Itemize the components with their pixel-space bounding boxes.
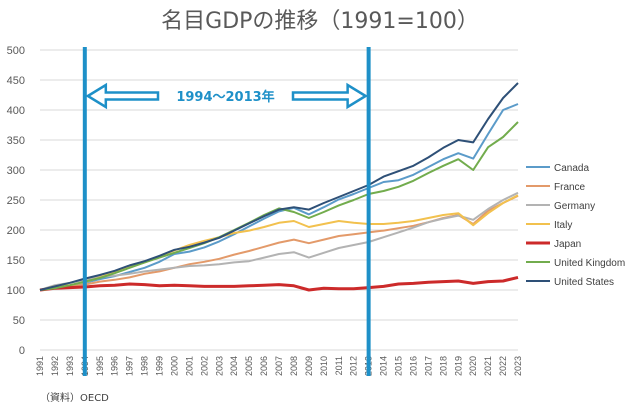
y-tick-label: 300	[7, 165, 25, 177]
x-axis-ticks: 1991199219931994199519961997199819992000…	[35, 356, 523, 376]
source-note: （資料）OECD	[40, 391, 109, 404]
legend-label: Italy	[554, 220, 572, 231]
y-tick-label: 450	[7, 75, 25, 87]
right-arrow	[291, 82, 369, 110]
left-arrow	[85, 82, 160, 110]
legend-label: Japan	[554, 239, 581, 250]
x-tick-label: 2000	[169, 356, 179, 376]
x-tick-label: 2021	[483, 356, 493, 376]
x-tick-label: 2019	[453, 356, 463, 376]
x-tick-label: 2003	[214, 356, 224, 376]
x-tick-label: 2007	[274, 356, 284, 376]
x-tick-label: 2006	[259, 356, 269, 376]
y-tick-label: 50	[13, 315, 25, 327]
series-line-united-states	[39, 82, 519, 291]
series-line-japan	[39, 275, 519, 292]
x-tick-label: 1992	[50, 356, 60, 376]
y-tick-label: 350	[7, 135, 25, 147]
x-tick-label: 2015	[394, 356, 404, 376]
chart-title: 名目GDPの推移（1991=100）	[161, 9, 479, 34]
y-tick-label: 400	[7, 105, 25, 117]
y-axis-ticks: 0 50 100 150 200 250 300 350 400 450 500	[7, 45, 25, 357]
x-tick-label: 2002	[199, 356, 209, 376]
x-tick-label: 1998	[140, 356, 150, 376]
period-markers: 1994～2013年	[82, 47, 371, 376]
legend-label: United Kingdom	[554, 258, 625, 269]
x-tick-label: 2005	[244, 356, 254, 376]
y-tick-label: 500	[7, 45, 25, 57]
legend: Canada France Germany Italy Japan United King…	[526, 163, 625, 288]
series-line-canada	[39, 103, 519, 291]
legend-label: Canada	[554, 163, 589, 174]
x-tick-label: 2012	[349, 356, 359, 376]
x-tick-label: 2001	[184, 356, 194, 376]
gridlines	[40, 49, 518, 351]
legend-label: United States	[554, 277, 614, 288]
y-tick-label: 250	[7, 195, 25, 207]
x-tick-label: 2016	[408, 356, 418, 376]
x-tick-label: 2010	[319, 356, 329, 376]
y-tick-label: 200	[7, 225, 25, 237]
x-tick-label: 2011	[334, 356, 344, 375]
x-tick-label: 1997	[125, 356, 135, 376]
x-tick-label: 1996	[110, 356, 120, 376]
x-tick-label: 2018	[438, 356, 448, 376]
legend-label: France	[554, 182, 586, 193]
x-tick-label: 1999	[155, 356, 165, 376]
x-tick-label: 2008	[289, 356, 299, 376]
period-label: 1994～2013年	[176, 89, 274, 105]
x-tick-label: 1995	[95, 356, 105, 376]
legend-label: Germany	[554, 201, 595, 212]
x-tick-label: 2014	[379, 356, 389, 376]
x-tick-label: 1991	[35, 356, 45, 376]
x-tick-label: 2023	[513, 356, 523, 376]
series-line-united-kingdom	[39, 121, 519, 291]
y-tick-label: 100	[7, 285, 25, 297]
series-line-germany	[39, 191, 519, 291]
x-tick-label: 1993	[65, 356, 75, 376]
series-lines	[39, 82, 519, 292]
y-tick-label: 0	[19, 345, 25, 357]
x-tick-label: 2017	[423, 356, 433, 376]
y-tick-label: 150	[7, 255, 25, 267]
x-tick-label: 2020	[468, 356, 478, 376]
x-tick-label: 2004	[229, 356, 239, 376]
x-tick-label: 2009	[304, 356, 314, 376]
x-tick-label: 2022	[498, 356, 508, 376]
